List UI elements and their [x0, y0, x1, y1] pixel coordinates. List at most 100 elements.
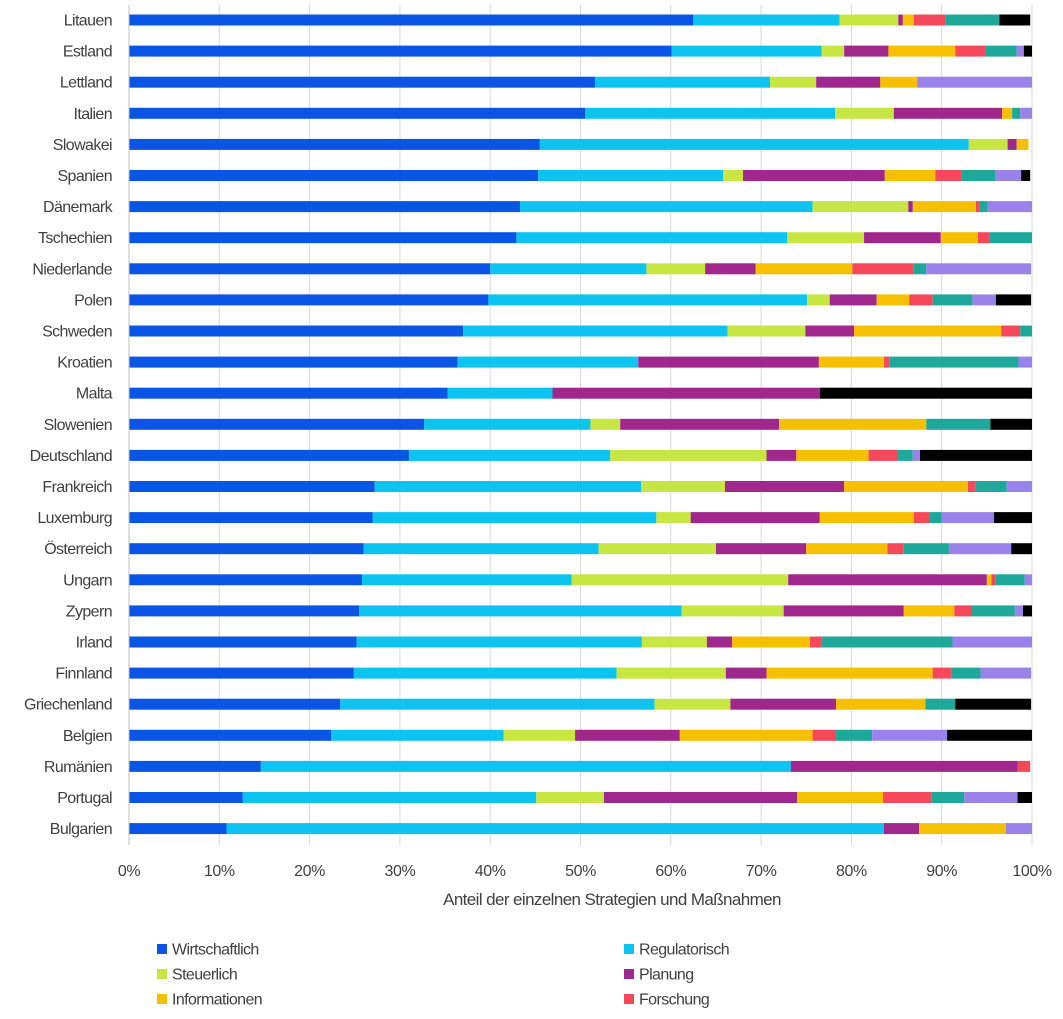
- bar-segment: [852, 263, 914, 275]
- bar-segment: [129, 325, 464, 337]
- bar-segment: [971, 605, 1015, 617]
- bar-segment: [961, 170, 995, 181]
- bar-segment: [129, 481, 375, 492]
- bar-segment: [374, 481, 642, 492]
- bar-segment: [990, 418, 1032, 430]
- bar-segment: [887, 543, 904, 555]
- bar-segment: [488, 294, 808, 306]
- bar-segment: [844, 481, 968, 492]
- legend-item: Regulatorisch: [624, 942, 730, 959]
- bar-segment: [585, 107, 836, 119]
- bar-row: [129, 729, 1032, 741]
- bar-segment: [872, 729, 948, 741]
- bar-row: [129, 294, 1032, 306]
- bar-row: [129, 760, 1031, 772]
- bar-segment: [903, 543, 949, 555]
- bar-segment: [816, 76, 881, 88]
- legend-item: Planung: [624, 967, 694, 984]
- bar-segment: [954, 605, 972, 617]
- bar-segment: [917, 76, 1032, 88]
- bar-segment: [646, 263, 706, 275]
- bar-row: [129, 232, 1032, 244]
- bar-segment: [340, 698, 655, 710]
- bar-segment: [897, 449, 913, 461]
- bar-segment: [129, 45, 672, 57]
- bar-segment: [884, 170, 936, 181]
- bar-segment: [129, 418, 425, 430]
- bar-segment: [1016, 138, 1029, 150]
- bar-segment: [129, 792, 243, 803]
- bar-segment: [839, 14, 899, 26]
- bar-segment: [590, 418, 621, 430]
- bar-segment: [903, 605, 955, 617]
- bar-segment: [812, 201, 909, 213]
- bar-segment: [889, 356, 1019, 368]
- bar-segment: [129, 294, 489, 306]
- bar-segment: [883, 792, 932, 803]
- bar-segment: [779, 418, 927, 430]
- bar-segment: [603, 792, 798, 803]
- bar-segment: [912, 201, 977, 213]
- x-tick-label: 100%: [1012, 863, 1051, 880]
- bar-segment: [571, 574, 789, 586]
- bar-segment: [948, 543, 1012, 555]
- legend-swatch: [157, 969, 167, 979]
- bar-segment: [940, 232, 978, 244]
- x-tick-label: 20%: [294, 863, 325, 880]
- bar-segment: [805, 325, 855, 337]
- bar-segment: [536, 792, 604, 803]
- x-tick-label: 70%: [746, 863, 777, 880]
- bar-segment: [620, 418, 780, 430]
- bar-row: [129, 45, 1032, 57]
- bar-segment: [844, 45, 889, 57]
- bar-segment: [129, 14, 694, 26]
- bar-segment: [913, 14, 946, 26]
- bar-segment: [408, 449, 611, 461]
- bar-segment: [925, 698, 956, 710]
- bar-segment: [991, 574, 996, 586]
- bar-segment: [226, 823, 884, 835]
- bar-segment: [727, 325, 806, 337]
- bar-segment: [705, 263, 756, 275]
- bar-segment: [985, 45, 1017, 57]
- legend-label: Wirtschaftlich: [172, 942, 259, 959]
- bar-segment: [967, 481, 976, 492]
- bar-segment: [519, 201, 813, 213]
- bar-segment: [1020, 325, 1032, 337]
- bar-segment: [490, 263, 647, 275]
- category-label: Ungarn: [63, 572, 112, 589]
- bar-segment: [821, 636, 953, 648]
- bar-segment: [931, 792, 965, 803]
- category-label: Litauen: [64, 13, 112, 30]
- bar-row: [129, 481, 1032, 492]
- bar-segment: [835, 107, 894, 119]
- bar-segment: [724, 481, 845, 492]
- bar-segment: [732, 636, 810, 648]
- bar-segment: [616, 667, 726, 679]
- bar-segment: [945, 14, 1000, 26]
- category-label: Lettland: [60, 75, 112, 92]
- bar-segment: [809, 636, 822, 648]
- bar-segment: [913, 263, 927, 275]
- legend-item: Wirtschaftlich: [157, 942, 259, 959]
- bar-segment: [1011, 543, 1032, 555]
- category-label: Deutschland: [30, 448, 112, 465]
- bar-segment: [656, 512, 691, 524]
- bar-segment: [819, 387, 1032, 399]
- bar-segment: [129, 232, 517, 244]
- bar-segment: [463, 325, 728, 337]
- bar-segment: [912, 449, 921, 461]
- bar-segment: [964, 792, 1018, 803]
- bar-segment: [1018, 356, 1032, 368]
- bar-segment: [1024, 574, 1032, 586]
- bar-segment: [994, 170, 1022, 181]
- bar-row: [129, 512, 1032, 524]
- bar-segment: [1017, 792, 1032, 803]
- legend-label: Informationen: [172, 992, 262, 1009]
- bar-segment: [598, 543, 716, 555]
- legend-item: Informationen: [157, 992, 263, 1009]
- bar-row: [129, 14, 1031, 26]
- legend-label: Forschung: [639, 992, 709, 1009]
- bar-segment: [919, 823, 1006, 835]
